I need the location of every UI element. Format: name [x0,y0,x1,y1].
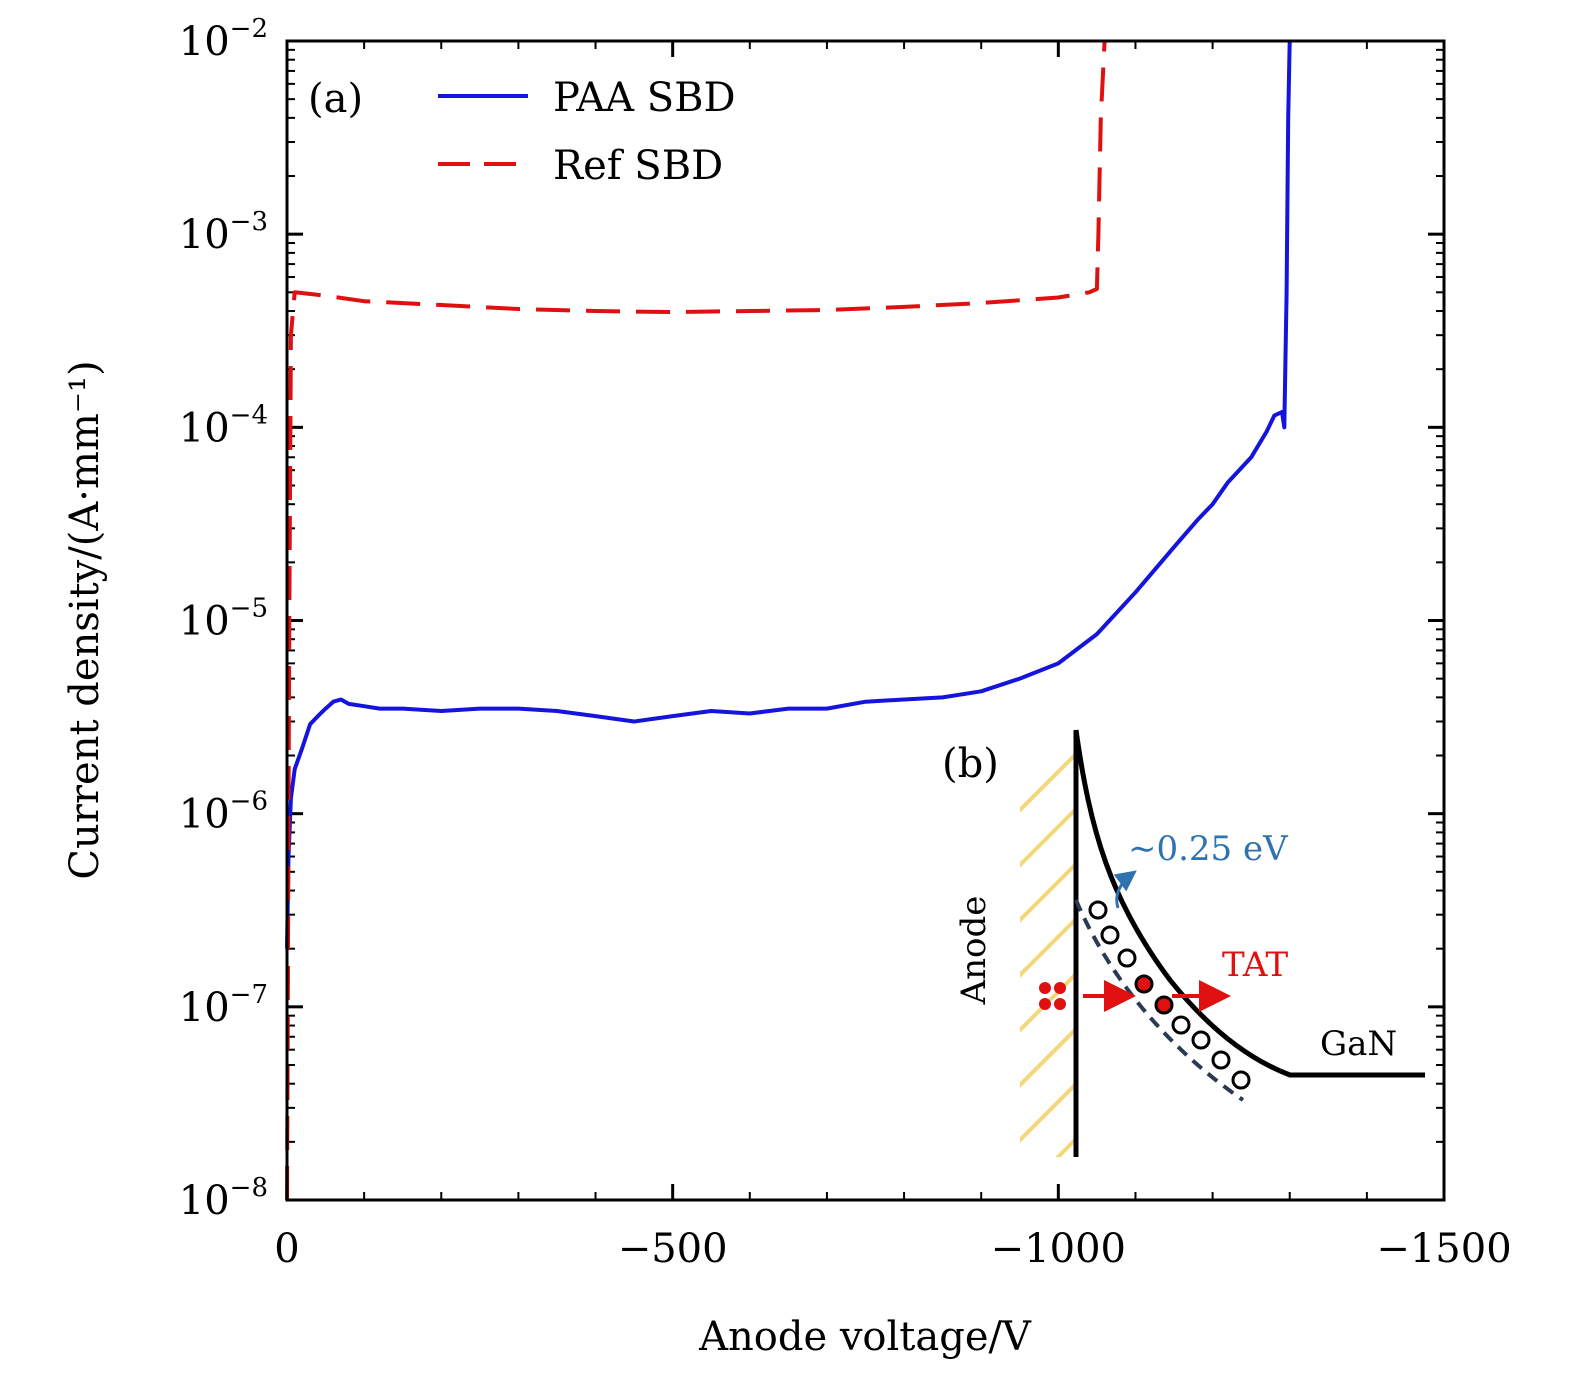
x-tick-label: 0 [274,1226,299,1272]
y-tick-label: 10−3 [179,207,268,258]
legend-label-paa: PAA SBD [553,75,736,121]
trap-level [1074,899,1245,1102]
legend-label-ref: Ref SBD [553,143,723,189]
trap-states [1088,900,1251,1090]
panel-label-a: (a) [308,76,363,122]
series-layer [285,40,1292,1201]
x-tick-label: −1500 [1376,1226,1511,1272]
x-tick-label: −1000 [991,1226,1126,1272]
y-tick-label: 10−5 [179,594,268,645]
y-tick-label: 10−2 [179,14,268,65]
tick-marks [285,39,1446,1202]
barrier-arrow [1113,870,1137,909]
filled-trap-states [1134,974,1174,1015]
tick-labels: 10−8 10−7 10−6 10−5 10−4 10−3 10−2 0 −500 −1000 −1… [179,14,1512,1272]
x-tick-label: −500 [618,1226,728,1272]
y-tick-label: 10−8 [179,1173,268,1224]
y-axis-title: Current density/(A·mm⁻¹) [62,360,108,879]
barrier-label: ∼0.25 eV [1128,829,1289,869]
series-line-ref-sbd [285,40,1107,1201]
y-tick-label: 10−4 [179,400,268,451]
plot-frame [285,39,1446,1202]
y-tick-label: 10−7 [179,980,268,1031]
y-tick-label: 10−6 [179,787,268,838]
series-line-paa-sbd [285,40,1292,949]
x-axis-title: Anode voltage/V [698,1314,1032,1360]
conduction-band [1073,729,1425,1078]
inset-panel-label: (b) [942,741,999,787]
anode-label: Anode [954,896,994,1006]
inset-band-diagram: (b) Anode ∼0.25 eV TAT GaN [942,729,1425,1157]
gan-label: GaN [1320,1024,1397,1064]
legend: PAA SBD Ref SBD [438,75,736,189]
electrons [1039,982,1066,1010]
tat-label: TAT [1222,945,1289,985]
